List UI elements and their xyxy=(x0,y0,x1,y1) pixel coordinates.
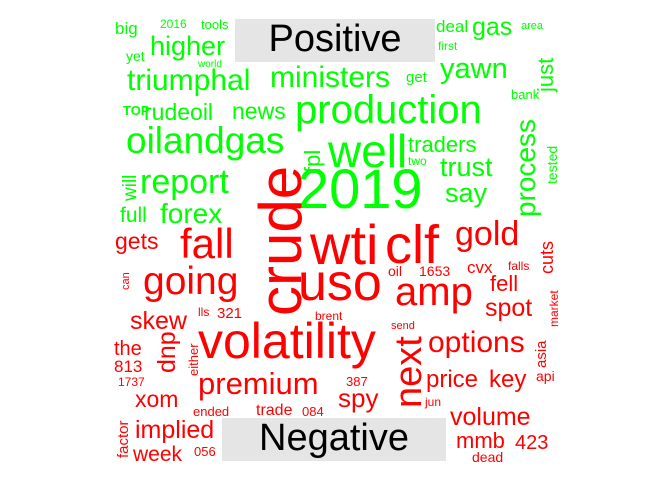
word-the: the xyxy=(114,338,142,360)
word-813: 813 xyxy=(114,357,143,376)
word-going: going xyxy=(143,260,239,303)
word-dnp: dnp xyxy=(153,331,181,373)
word-mmb: mmb xyxy=(456,428,505,453)
word-implied: implied xyxy=(135,416,215,444)
word-process: process xyxy=(510,118,541,217)
word-will: will xyxy=(120,174,141,201)
word-lls: lls xyxy=(198,305,210,319)
word-dead: dead xyxy=(472,449,504,465)
word-tools: tools xyxy=(201,17,229,32)
word-2016: 2016 xyxy=(160,17,187,31)
word-2019: 2019 xyxy=(298,157,423,220)
word-key: key xyxy=(489,366,527,393)
word-spot: spot xyxy=(485,294,533,322)
word-world: world xyxy=(198,59,222,70)
negative-label: Negative xyxy=(222,418,446,461)
word-bank: bank xyxy=(511,87,540,102)
word-rudeoil: rudeoil xyxy=(144,99,214,125)
word-api: api xyxy=(536,368,555,384)
word-wti: wti xyxy=(310,213,379,276)
word-two: two xyxy=(408,154,427,168)
word-tested: tested xyxy=(544,145,560,184)
word-full: full xyxy=(120,204,147,227)
word-first: first xyxy=(438,39,458,53)
word-volatility: volatility xyxy=(198,313,376,369)
word-oilandgas: oilandgas xyxy=(126,120,285,161)
word-premium: premium xyxy=(198,366,319,401)
word-big: big xyxy=(115,19,138,38)
word-amp: amp xyxy=(395,270,473,314)
word-production: production xyxy=(295,88,482,132)
word-options: options xyxy=(428,326,525,359)
word-asia: asia xyxy=(533,340,550,368)
word-get: get xyxy=(406,69,427,86)
word-trust: trust xyxy=(440,152,493,182)
word-gets: gets xyxy=(115,228,159,254)
word-week: week xyxy=(133,443,183,466)
word-skew: skew xyxy=(130,307,187,335)
word-084: 084 xyxy=(302,404,324,419)
word-ended: ended xyxy=(193,404,230,419)
word-yawn: yawn xyxy=(440,53,508,85)
word-387: 387 xyxy=(346,374,368,389)
word-well: well xyxy=(328,125,408,177)
word-gas: gas xyxy=(472,13,513,41)
word-brent: brent xyxy=(315,309,343,323)
word-fell: fell xyxy=(490,271,519,296)
word-1737: 1737 xyxy=(118,375,145,389)
word-423: 423 xyxy=(515,432,549,454)
word-falls: falls xyxy=(508,259,530,273)
word-send: send xyxy=(391,320,415,332)
word-can: can xyxy=(120,272,132,290)
word-yet: yet xyxy=(126,48,145,64)
word-area: area xyxy=(521,20,544,32)
word-next: next xyxy=(388,336,430,408)
word-uso: uso xyxy=(298,254,382,312)
word-cuts: cuts xyxy=(537,240,557,274)
word-factor: factor xyxy=(115,420,132,458)
word-market: market xyxy=(547,290,561,327)
word-forex: forex xyxy=(160,198,223,229)
word-jun: jun xyxy=(425,395,442,409)
word-fall: fall xyxy=(180,220,234,267)
word-spy: spy xyxy=(338,383,379,413)
word-say: say xyxy=(445,178,488,208)
word-price: price xyxy=(426,366,479,393)
top-icon: TOP xyxy=(123,103,150,118)
word-xom: xom xyxy=(135,386,179,412)
word-321: 321 xyxy=(217,305,243,322)
word-cvx: cvx xyxy=(467,258,493,277)
word-ministers: ministers xyxy=(270,61,391,94)
positive-label: Positive xyxy=(235,19,435,62)
word-higher: higher xyxy=(150,31,226,61)
word-1653: 1653 xyxy=(419,263,451,279)
word-deal: deal xyxy=(436,17,469,36)
word-report: report xyxy=(140,163,229,201)
word-oil: oil xyxy=(388,263,403,279)
word-volume: volume xyxy=(450,403,531,431)
word-news: news xyxy=(232,98,286,124)
word-traders: traders xyxy=(408,132,477,157)
word-triumphal: triumphal xyxy=(127,64,251,97)
word-gold: gold xyxy=(455,215,520,253)
word-clf: clf xyxy=(385,215,439,275)
word-trade: trade xyxy=(256,402,293,419)
word-056: 056 xyxy=(194,444,216,459)
